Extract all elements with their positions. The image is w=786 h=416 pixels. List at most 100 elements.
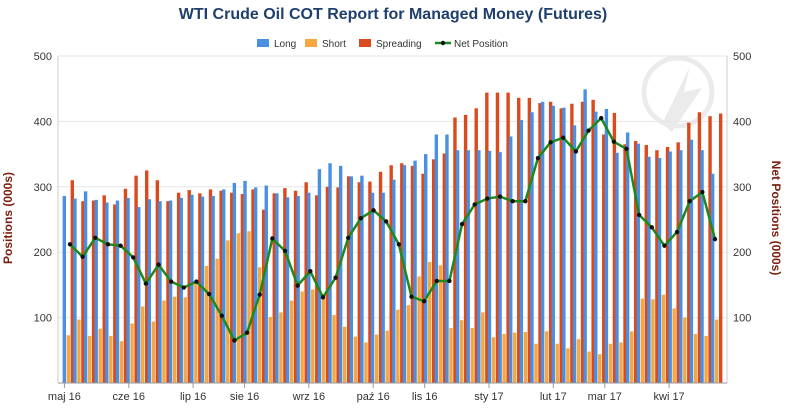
net-position-point — [143, 281, 149, 286]
y-tick-left: 300 — [34, 182, 52, 194]
net-position-point — [636, 212, 642, 218]
bar-long — [168, 200, 173, 383]
bar-spreading — [527, 97, 532, 383]
bar-long — [381, 192, 385, 383]
bar-long — [455, 150, 460, 383]
bar-spreading — [665, 146, 670, 383]
bar-short — [683, 317, 687, 383]
net-position-point — [358, 215, 364, 221]
bar-long — [232, 182, 237, 383]
bar-spreading — [208, 189, 213, 383]
bar-long — [424, 154, 428, 383]
net-position-point — [649, 225, 654, 230]
legend-label[interactable]: Spreading — [376, 39, 422, 50]
net-position-point — [308, 268, 313, 274]
bar-short — [279, 312, 283, 383]
y-tick-right: 500 — [733, 51, 751, 63]
bar-short — [438, 265, 443, 383]
bar-short — [332, 314, 336, 383]
legend-marker — [440, 40, 446, 46]
bar-short — [321, 294, 326, 383]
net-position-point — [561, 135, 566, 140]
bar-spreading — [655, 150, 659, 383]
bar-long — [190, 194, 194, 383]
bar-short — [98, 328, 102, 383]
bar-spreading — [145, 170, 149, 383]
bar-spreading — [283, 188, 287, 383]
bar-long — [126, 197, 130, 383]
bar-spreading — [517, 97, 521, 383]
net-position-line — [69, 116, 717, 343]
bar-long — [275, 193, 279, 383]
bar-long — [636, 143, 640, 383]
net-position-point — [295, 283, 300, 288]
bar-short — [342, 326, 347, 383]
x-tick-label: lip 16 — [180, 391, 206, 403]
bar-spreading — [410, 165, 415, 383]
bar-spreading — [198, 193, 202, 383]
net-position-point — [598, 115, 604, 121]
bar-spreading — [591, 99, 595, 384]
bar-long — [689, 139, 694, 383]
net-position-point — [383, 219, 389, 224]
net-position-point — [434, 278, 439, 284]
legend-swatch-spreading — [359, 39, 371, 47]
legend-label[interactable]: Net Position — [454, 39, 508, 50]
bar-long — [700, 150, 704, 383]
bar-spreading — [463, 114, 468, 384]
bar-short — [66, 335, 71, 383]
net-position-point — [257, 292, 262, 297]
bar-spreading — [570, 103, 574, 383]
net-position-point — [700, 189, 705, 195]
legend-swatch-short — [305, 39, 317, 47]
bar-short — [151, 321, 156, 383]
bar-spreading — [357, 182, 361, 383]
legend-label[interactable]: Short — [322, 39, 346, 50]
net-position-point — [548, 140, 553, 145]
bar-short — [130, 323, 134, 383]
bar-spreading — [123, 188, 128, 383]
bar-spreading — [155, 180, 160, 383]
x-tick-label: mar 17 — [588, 391, 622, 403]
net-position-point — [194, 279, 199, 284]
bar-spreading — [272, 193, 276, 383]
net-position-point — [611, 139, 617, 144]
bar-short — [289, 300, 294, 383]
bar-long — [509, 136, 513, 383]
bar-long — [466, 150, 470, 383]
bar-spreading — [336, 187, 340, 383]
bar-short — [513, 332, 517, 383]
bar-spreading — [612, 112, 617, 383]
bar-spreading — [495, 92, 500, 384]
bar-long — [370, 192, 375, 383]
bar-long — [328, 163, 332, 383]
bar-long — [530, 112, 534, 383]
y-tick-left: 200 — [34, 247, 52, 259]
bar-spreading — [378, 171, 383, 383]
y-tick-left: 500 — [34, 51, 52, 63]
bar-long — [62, 195, 67, 383]
bar-long — [657, 158, 662, 383]
bar-spreading — [81, 201, 85, 383]
bar-short — [608, 343, 613, 383]
bar-spreading — [538, 103, 542, 383]
bar-short — [651, 299, 655, 383]
bar-short — [544, 331, 549, 383]
bar-long — [402, 165, 407, 383]
net-position-point — [333, 275, 338, 280]
bar-short — [502, 333, 506, 383]
net-position-point — [156, 262, 161, 267]
legend-label[interactable]: Long — [274, 39, 296, 50]
bar-short — [215, 258, 219, 383]
bar-short — [172, 296, 177, 383]
bar-long — [477, 150, 481, 383]
y-axis-left-title: Positions (000s) — [1, 172, 15, 264]
bar-spreading — [176, 192, 181, 383]
bar-long — [317, 169, 322, 383]
y-tick-right: 400 — [733, 116, 751, 128]
net-position-point — [459, 221, 465, 227]
net-position-point — [523, 198, 528, 204]
bar-spreading — [113, 204, 117, 383]
bar-long — [710, 173, 715, 383]
bar-spreading — [293, 190, 298, 383]
